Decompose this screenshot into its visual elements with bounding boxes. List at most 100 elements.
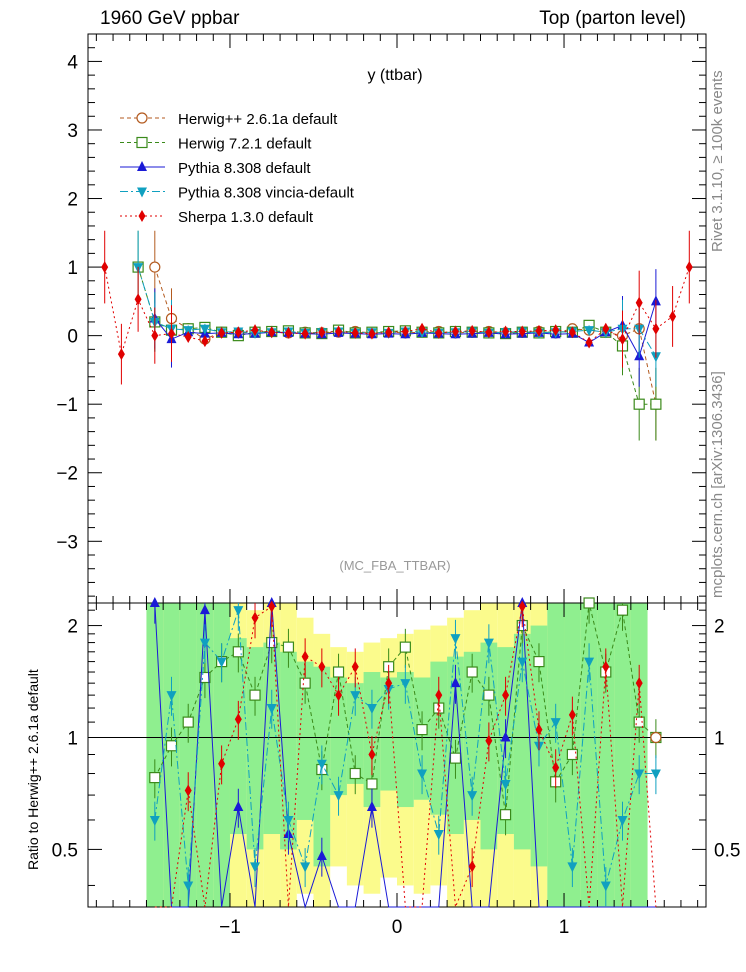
stat-band <box>280 651 297 850</box>
y-tick-label: 2 <box>67 190 78 211</box>
ratio-line <box>154 605 657 908</box>
marker-square <box>416 724 428 736</box>
x-tick-label: 0 <box>392 917 403 938</box>
marker-diamond <box>284 326 292 339</box>
marker-triangle-down <box>350 691 361 702</box>
marker-triangle-down <box>250 862 261 873</box>
marker-triangle-down <box>266 704 277 715</box>
stat-band <box>346 683 364 784</box>
marker-diamond <box>535 723 543 736</box>
marker-square <box>349 767 361 780</box>
marker-triangle-down <box>199 324 210 335</box>
marker-diamond <box>552 761 560 774</box>
marker-triangle-down <box>233 606 244 617</box>
marker-diamond <box>418 322 426 335</box>
stat-band <box>580 603 598 907</box>
series-line <box>104 266 690 355</box>
marker-triangle-up <box>149 597 160 607</box>
marker-square <box>449 752 462 764</box>
marker-diamond <box>117 348 125 361</box>
marker-triangle-down <box>584 657 595 668</box>
marker-triangle-down <box>550 718 561 729</box>
marker-triangle-down <box>149 815 160 826</box>
ratio-ylabel: Ratio to Herwig++ 2.6.1a default <box>25 669 41 870</box>
marker-triangle-down <box>650 769 661 780</box>
marker-diamond <box>268 600 276 613</box>
marker-diamond <box>435 326 443 339</box>
y-tick-label: −1 <box>56 395 78 416</box>
marker-diamond <box>335 689 343 702</box>
marker-square <box>249 689 261 701</box>
marker-diamond <box>685 261 693 274</box>
marker-triangle-down <box>400 679 411 690</box>
marker-triangle-down <box>300 862 311 873</box>
marker-diamond <box>351 660 359 673</box>
marker-circle <box>650 731 662 744</box>
marker-triangle-up <box>137 161 147 171</box>
marker-diamond <box>535 324 543 337</box>
marker-triangle-down <box>567 862 578 873</box>
marker-diamond <box>468 860 476 873</box>
marker-triangle-up <box>199 604 210 615</box>
marker-triangle-down <box>417 769 428 780</box>
series-line <box>137 266 656 405</box>
marker-diamond <box>552 324 560 337</box>
stat-band <box>296 661 314 820</box>
marker-diamond <box>218 326 226 339</box>
legend-label: Herwig 7.2.1 default <box>178 136 312 153</box>
marker-square <box>399 641 411 653</box>
stat-band <box>330 677 347 796</box>
x-tick-label: 1 <box>559 917 570 938</box>
marker-diamond <box>435 689 443 702</box>
marker-triangle-down <box>283 815 294 826</box>
ratio-y-tick-label: 0.5 <box>52 840 78 861</box>
legend-label: Pythia 8.308 default <box>178 160 311 177</box>
marker-diamond <box>151 329 159 342</box>
stat-band <box>263 642 281 835</box>
header-process-label: Top (parton level) <box>539 8 686 29</box>
y-tick-label: 4 <box>67 52 78 73</box>
marker-diamond <box>368 748 376 761</box>
marker-diamond <box>268 326 276 339</box>
y-tick-label: −2 <box>56 464 78 485</box>
x-tick-label: −1 <box>219 917 241 938</box>
stat-band <box>630 603 648 907</box>
marker-diamond <box>301 650 309 663</box>
marker-circle <box>149 261 161 273</box>
chart-title: y (ttbar) <box>367 67 422 84</box>
marker-triangle-down <box>166 691 177 702</box>
marker-triangle-down <box>333 791 344 802</box>
marker-diamond <box>635 677 643 690</box>
marker-square <box>466 666 478 678</box>
marker-square <box>583 597 595 609</box>
ratio-y-tick-label: 1 <box>67 728 78 749</box>
marker-diamond <box>485 734 493 747</box>
marker-triangle-down <box>483 638 494 649</box>
ratio-y-tick-label-right: 1 <box>714 728 725 749</box>
marker-triangle-down <box>617 815 628 826</box>
marker-square <box>182 716 194 728</box>
marker-diamond <box>635 296 643 309</box>
marker-triangle-up <box>450 677 461 688</box>
marker-diamond <box>585 336 593 349</box>
marker-diamond <box>335 325 343 338</box>
stat-band <box>380 677 397 791</box>
marker-diamond <box>218 757 226 770</box>
marker-diamond <box>385 326 393 339</box>
ratio-y-tick-label-right: 0.5 <box>714 840 740 861</box>
marker-square <box>165 740 178 752</box>
marker-diamond <box>251 324 259 337</box>
marker-square <box>616 604 629 616</box>
marker-diamond <box>184 784 192 797</box>
marker-square <box>633 716 645 728</box>
y-tick-label: −3 <box>56 532 78 553</box>
marker-diamond <box>385 677 393 690</box>
marker-triangle-down <box>467 791 478 802</box>
marker-diamond <box>168 327 176 340</box>
marker-diamond <box>602 322 610 335</box>
ratio-plot-series <box>149 597 662 909</box>
marker-triangle-down <box>433 830 444 841</box>
legend-label: Sherpa 1.3.0 default <box>178 209 314 226</box>
marker-square <box>199 671 211 684</box>
header-collision-label: 1960 GeV ppbar <box>100 8 240 29</box>
